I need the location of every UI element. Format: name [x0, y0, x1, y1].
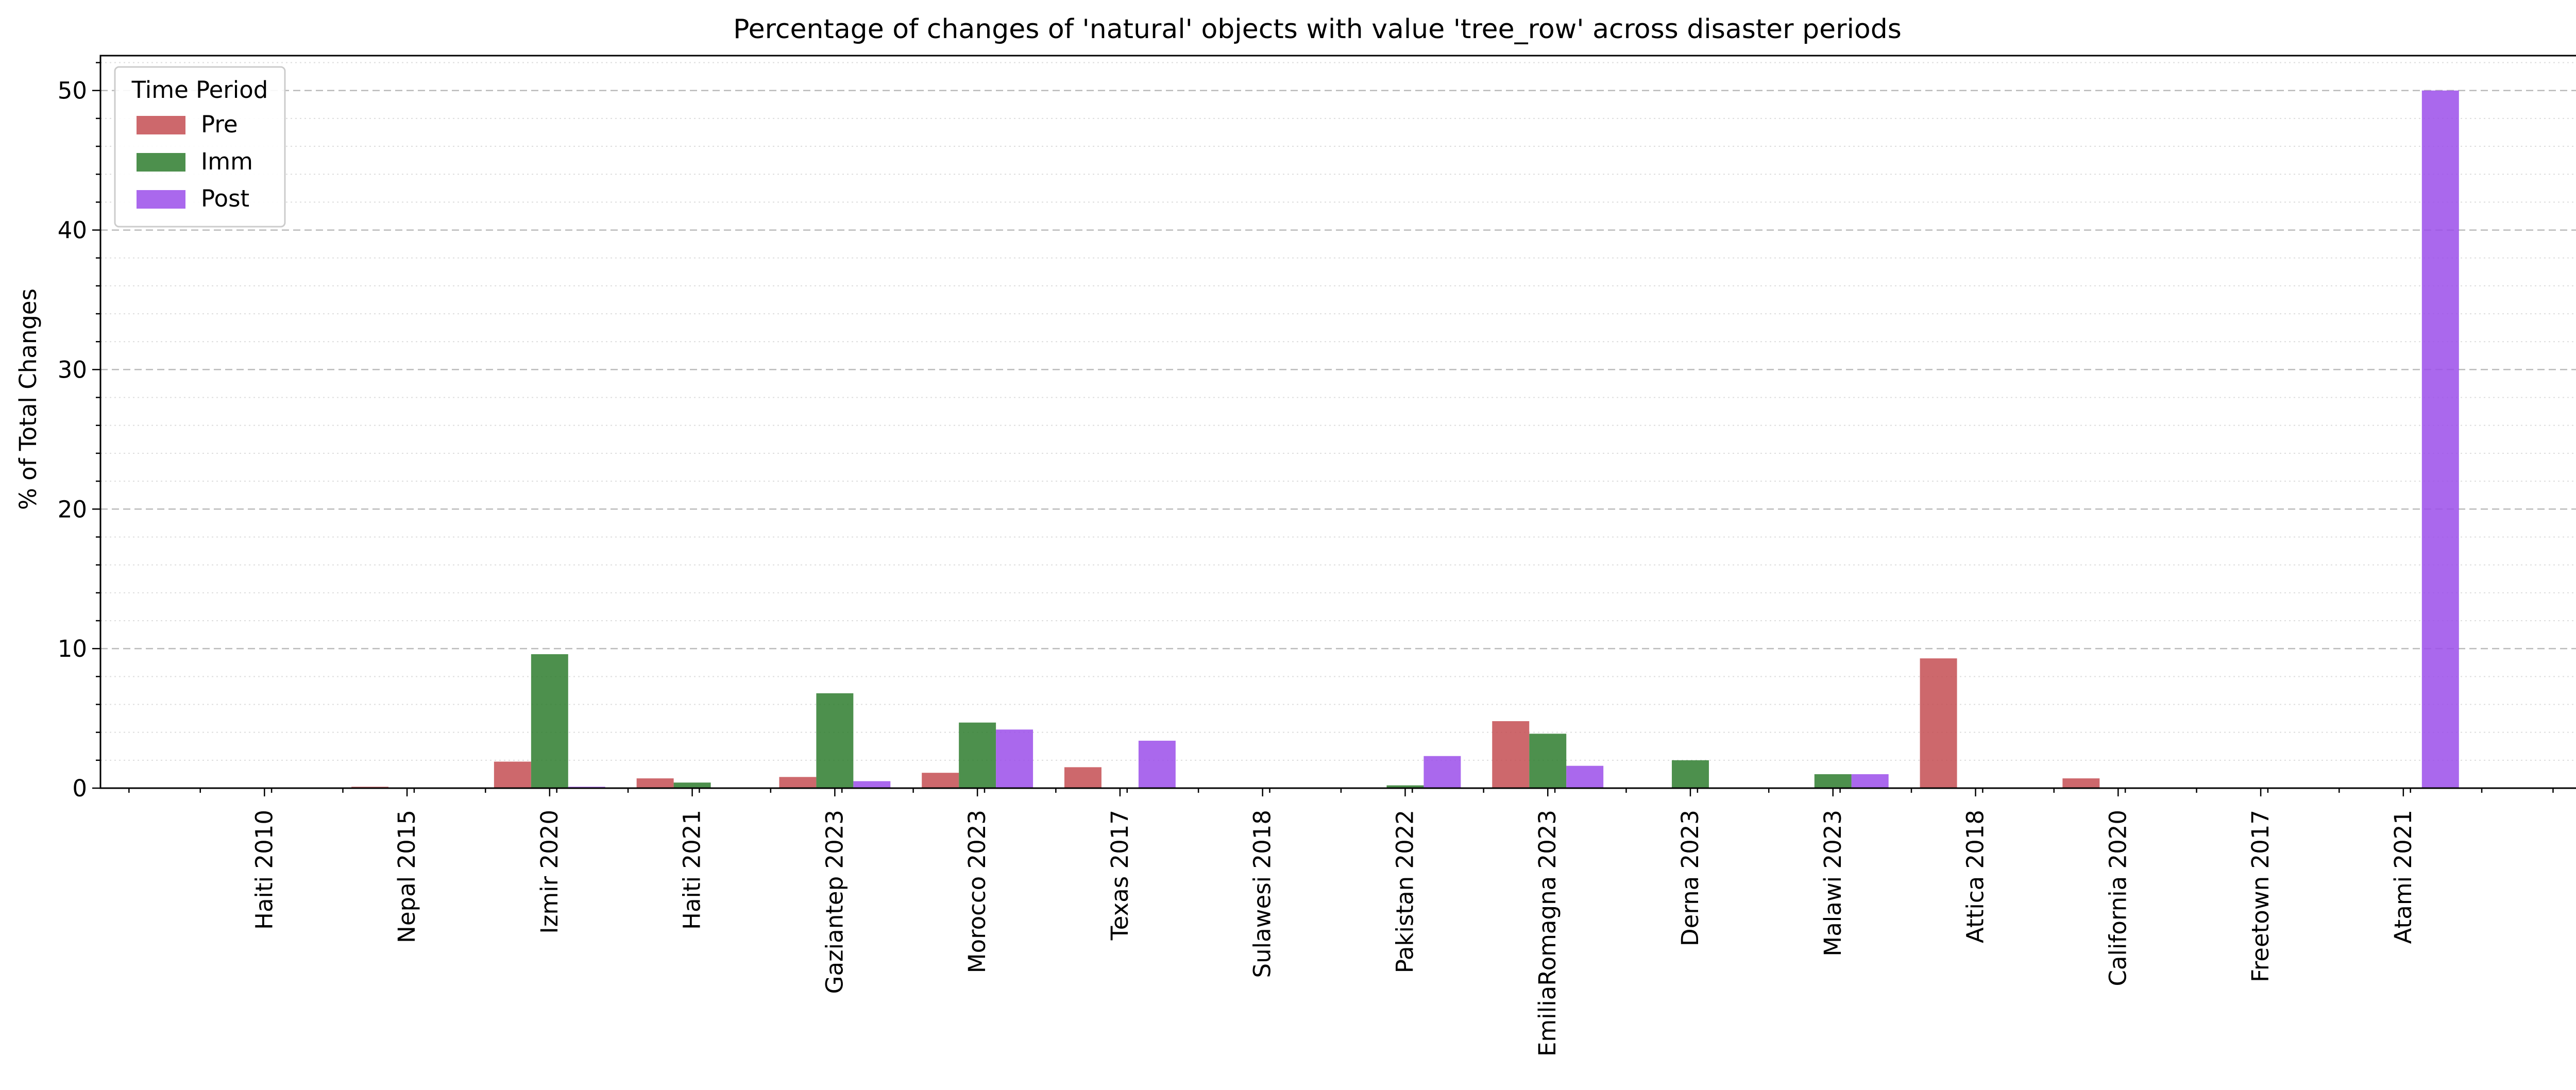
y-tick-label: 10 — [58, 635, 87, 662]
bars — [351, 90, 2459, 789]
bar — [853, 781, 891, 788]
x-tick-label: Atami 2021 — [2389, 810, 2417, 944]
x-tick-label: Haiti 2010 — [250, 810, 278, 930]
bar — [1386, 785, 1424, 788]
x-axis-ticks: Haiti 2010 Nepal 2015 Izmir 2020 Haiti 2021… — [128, 788, 2554, 1057]
y-axis-ticks: 0 10 20 30 40 50 — [58, 62, 100, 802]
bar — [1423, 756, 1461, 788]
bar — [1566, 765, 1604, 788]
y-axis-label: % of Total Changes — [14, 288, 42, 510]
x-tick-label: Haiti 2021 — [679, 810, 706, 930]
bar — [1814, 774, 1852, 788]
bar — [1672, 760, 1709, 788]
x-tick-label: Pakistan 2022 — [1391, 810, 1418, 973]
x-tick-label: Derna 2023 — [1676, 810, 1704, 946]
legend-title: Time Period — [131, 76, 268, 104]
bar — [959, 722, 996, 788]
bar — [1851, 774, 1889, 788]
y-tick-label: 40 — [58, 217, 87, 244]
legend-box — [114, 66, 286, 228]
x-tick-label: Gaziantep 2023 — [821, 810, 848, 994]
y-tick-label: 30 — [58, 356, 87, 383]
legend-swatch — [137, 190, 185, 209]
legend-swatch — [137, 116, 185, 134]
bar — [1064, 767, 1101, 788]
x-tick-label: Malawi 2023 — [1819, 810, 1846, 957]
chart-title: Percentage of changes of 'natural' objec… — [733, 14, 1902, 45]
y-tick-label: 0 — [72, 775, 87, 802]
x-tick-label: Sulawesi 2018 — [1249, 810, 1276, 978]
bar — [531, 654, 568, 788]
bar — [816, 693, 854, 788]
bar — [2062, 778, 2100, 788]
bar — [922, 773, 959, 788]
x-tick-label: Freetown 2017 — [2247, 810, 2274, 982]
x-tick-label: Nepal 2015 — [393, 810, 420, 943]
plot-frame — [99, 55, 2576, 789]
minor-gridlines — [100, 62, 2576, 761]
x-tick-label: Texas 2017 — [1106, 810, 1133, 941]
x-tick-label: Morocco 2023 — [963, 810, 991, 973]
legend-label: Post — [201, 185, 249, 212]
x-tick-label: California 2020 — [2104, 810, 2131, 986]
bar — [673, 782, 711, 788]
bar — [1492, 721, 1530, 788]
bar — [1920, 658, 1957, 788]
bar — [1138, 740, 1176, 788]
legend-label: Imm — [201, 148, 253, 175]
bar — [494, 761, 531, 788]
y-tick-label: 20 — [58, 496, 87, 523]
bar — [636, 778, 674, 788]
major-gridlines — [100, 90, 2576, 650]
bar — [2421, 90, 2459, 789]
legend: Time Period Pre Imm Post — [114, 66, 286, 228]
x-tick-label: Attica 2018 — [1962, 810, 1989, 943]
x-tick-label: EmiliaRomagna 2023 — [1534, 810, 1561, 1057]
x-tick-label: Izmir 2020 — [536, 810, 563, 934]
bar — [1529, 734, 1567, 788]
legend-swatch — [137, 153, 185, 172]
legend-label: Pre — [201, 111, 238, 138]
bar — [779, 777, 817, 788]
bar — [996, 729, 1033, 788]
y-tick-label: 50 — [58, 77, 87, 105]
